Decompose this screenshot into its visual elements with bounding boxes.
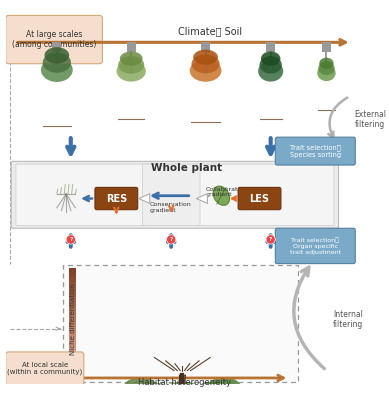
Ellipse shape [318,61,335,75]
Ellipse shape [193,50,218,65]
Ellipse shape [190,60,221,82]
Text: RES: RES [106,194,127,204]
Text: Climate， Soil: Climate， Soil [178,26,242,36]
FancyBboxPatch shape [6,352,84,385]
FancyBboxPatch shape [95,187,138,210]
Ellipse shape [259,56,282,74]
Text: Niche differentiation: Niche differentiation [70,284,75,355]
FancyBboxPatch shape [275,137,355,165]
FancyBboxPatch shape [16,164,148,226]
Text: LES: LES [249,194,270,204]
FancyBboxPatch shape [142,164,200,226]
Text: ?: ? [269,237,272,242]
Bar [266,42,275,52]
Ellipse shape [261,52,280,66]
Text: At large scales
(among communities): At large scales (among communities) [12,30,96,49]
Ellipse shape [206,377,243,400]
Text: ?: ? [69,237,72,242]
Text: External
filtering: External filtering [354,110,386,129]
Circle shape [66,235,75,244]
FancyBboxPatch shape [6,15,102,64]
Text: ?: ? [170,237,173,242]
Bar [126,42,136,52]
Ellipse shape [184,383,236,400]
Ellipse shape [43,52,71,73]
Circle shape [166,235,176,244]
Bar [52,42,61,52]
Ellipse shape [41,58,73,82]
Ellipse shape [118,56,144,74]
FancyBboxPatch shape [275,228,355,264]
Ellipse shape [154,382,210,400]
Ellipse shape [191,54,220,73]
Text: Trait selection：
Organ specific
trait adjustment: Trait selection： Organ specific trait ad… [290,237,341,254]
Text: Conservation
gradient: Conservation gradient [150,202,191,213]
Ellipse shape [213,186,230,205]
Text: Trait selection：
Species sorting: Trait selection： Species sorting [290,144,341,158]
Ellipse shape [147,398,218,400]
Text: Collaboration
gradient: Collaboration gradient [206,187,248,198]
Ellipse shape [44,47,69,64]
Text: Habitat heterogeneity: Habitat heterogeneity [138,378,231,387]
Ellipse shape [117,61,146,82]
FancyArrowPatch shape [138,194,150,203]
Ellipse shape [120,52,143,66]
Text: Whole plant: Whole plant [151,163,223,173]
FancyArrowPatch shape [196,194,207,203]
Ellipse shape [258,61,283,82]
FancyBboxPatch shape [194,164,334,226]
FancyBboxPatch shape [238,187,281,210]
Ellipse shape [122,377,159,400]
Text: At local scale
(within a community): At local scale (within a community) [7,362,82,376]
Ellipse shape [319,58,334,69]
Circle shape [266,235,275,244]
Ellipse shape [317,65,336,81]
Text: Internal
filtering: Internal filtering [333,310,363,329]
Bar [63,266,298,382]
Bar [322,42,331,52]
Ellipse shape [128,383,180,400]
Bar [201,42,210,52]
FancyBboxPatch shape [11,161,338,228]
